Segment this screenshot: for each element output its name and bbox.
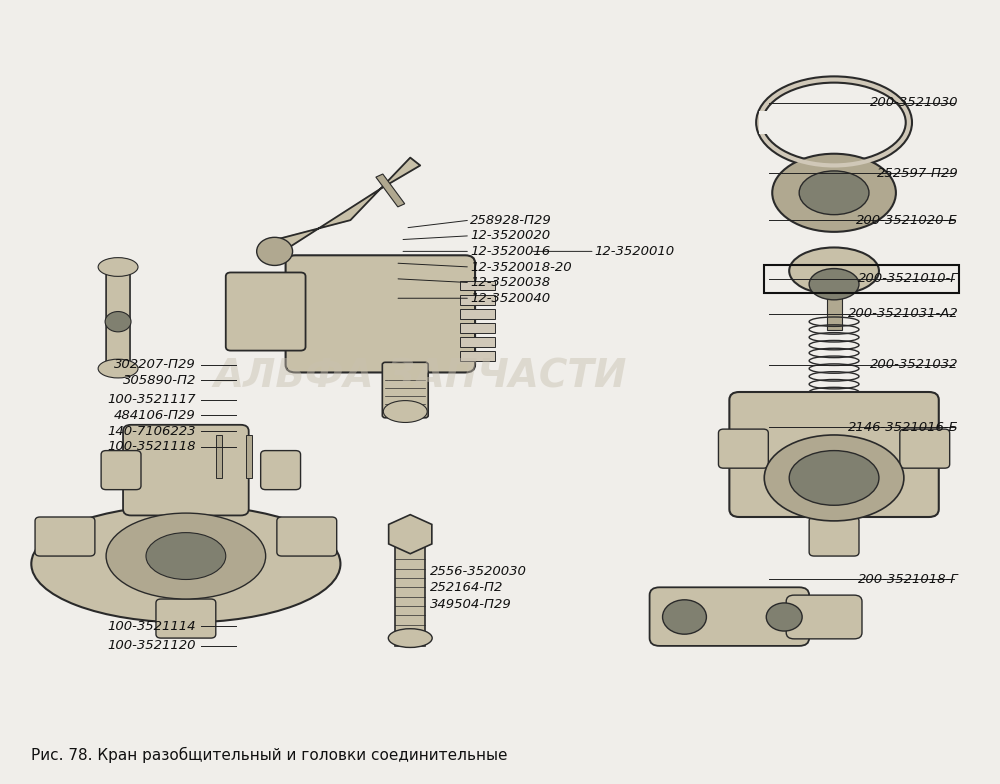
FancyBboxPatch shape <box>718 429 768 468</box>
FancyBboxPatch shape <box>786 595 862 639</box>
Text: 12-3520010: 12-3520010 <box>595 245 675 258</box>
FancyBboxPatch shape <box>382 362 428 418</box>
FancyBboxPatch shape <box>261 451 301 490</box>
Text: 100-3521117: 100-3521117 <box>107 394 196 406</box>
Ellipse shape <box>764 435 904 521</box>
Text: 2556-3520030: 2556-3520030 <box>430 565 527 578</box>
FancyBboxPatch shape <box>460 295 495 304</box>
FancyBboxPatch shape <box>35 517 95 556</box>
Text: 252164-П2: 252164-П2 <box>430 581 504 593</box>
Text: 12-3520040: 12-3520040 <box>470 292 550 305</box>
Ellipse shape <box>98 258 138 277</box>
Ellipse shape <box>789 451 879 505</box>
FancyBboxPatch shape <box>216 435 222 478</box>
Ellipse shape <box>663 600 706 634</box>
Ellipse shape <box>31 505 340 622</box>
Ellipse shape <box>106 513 266 599</box>
Ellipse shape <box>105 311 131 332</box>
Text: 12-3520020: 12-3520020 <box>470 229 550 242</box>
Text: 140-7106223: 140-7106223 <box>107 425 196 437</box>
Ellipse shape <box>248 292 284 331</box>
FancyBboxPatch shape <box>809 517 859 556</box>
FancyBboxPatch shape <box>460 309 495 318</box>
Text: 12-3520016: 12-3520016 <box>470 245 550 258</box>
FancyBboxPatch shape <box>650 587 809 646</box>
Text: 200-3521032: 200-3521032 <box>870 358 959 371</box>
Ellipse shape <box>766 603 802 631</box>
Text: 484106-П29: 484106-П29 <box>114 409 196 422</box>
FancyBboxPatch shape <box>729 392 939 517</box>
Text: 258928-П29: 258928-П29 <box>470 213 552 227</box>
FancyBboxPatch shape <box>460 323 495 332</box>
Ellipse shape <box>772 154 896 232</box>
Text: 100-3521118: 100-3521118 <box>107 440 196 453</box>
FancyBboxPatch shape <box>460 281 495 290</box>
Ellipse shape <box>98 359 138 378</box>
FancyBboxPatch shape <box>900 429 950 468</box>
Ellipse shape <box>799 171 869 215</box>
Ellipse shape <box>146 532 226 579</box>
FancyBboxPatch shape <box>123 425 249 515</box>
Text: 252597-П29: 252597-П29 <box>877 167 959 180</box>
FancyBboxPatch shape <box>106 265 130 371</box>
Text: 200-3521010-Г: 200-3521010-Г <box>858 272 959 285</box>
Text: 100-3521120: 100-3521120 <box>107 640 196 652</box>
Text: 2146-3521016-Б: 2146-3521016-Б <box>848 421 959 434</box>
Text: 200-3521030: 200-3521030 <box>870 96 959 110</box>
Text: 100-3521114: 100-3521114 <box>107 620 196 633</box>
Text: 200-3521018-Г: 200-3521018-Г <box>858 573 959 586</box>
Polygon shape <box>261 158 420 260</box>
Text: Рис. 78. Кран разобщительный и головки соединительные: Рис. 78. Кран разобщительный и головки с… <box>31 747 508 763</box>
Text: 349504-П29: 349504-П29 <box>430 598 512 611</box>
Ellipse shape <box>383 401 427 423</box>
Ellipse shape <box>809 269 859 299</box>
FancyBboxPatch shape <box>101 451 141 490</box>
FancyBboxPatch shape <box>226 273 306 350</box>
Text: 200-3521031-А2: 200-3521031-А2 <box>848 307 959 321</box>
Text: 200-3521020-Б: 200-3521020-Б <box>856 213 959 227</box>
FancyBboxPatch shape <box>156 599 216 638</box>
FancyBboxPatch shape <box>460 351 495 361</box>
FancyBboxPatch shape <box>827 282 842 329</box>
Text: 12-3520038: 12-3520038 <box>470 276 550 289</box>
Text: 302207-П29: 302207-П29 <box>114 358 196 371</box>
FancyBboxPatch shape <box>395 544 425 646</box>
Polygon shape <box>376 174 405 207</box>
FancyBboxPatch shape <box>759 111 789 134</box>
Text: 305890-П2: 305890-П2 <box>122 374 196 387</box>
Text: 12-3520018-20: 12-3520018-20 <box>470 260 572 274</box>
FancyBboxPatch shape <box>277 517 337 556</box>
FancyBboxPatch shape <box>246 435 252 478</box>
Text: АЛЬФА ЗАПЧАСТИ: АЛЬФА ЗАПЧАСТИ <box>214 358 627 395</box>
Ellipse shape <box>789 248 879 294</box>
FancyBboxPatch shape <box>286 256 475 372</box>
Ellipse shape <box>257 238 293 266</box>
Ellipse shape <box>388 629 432 648</box>
FancyBboxPatch shape <box>460 337 495 347</box>
